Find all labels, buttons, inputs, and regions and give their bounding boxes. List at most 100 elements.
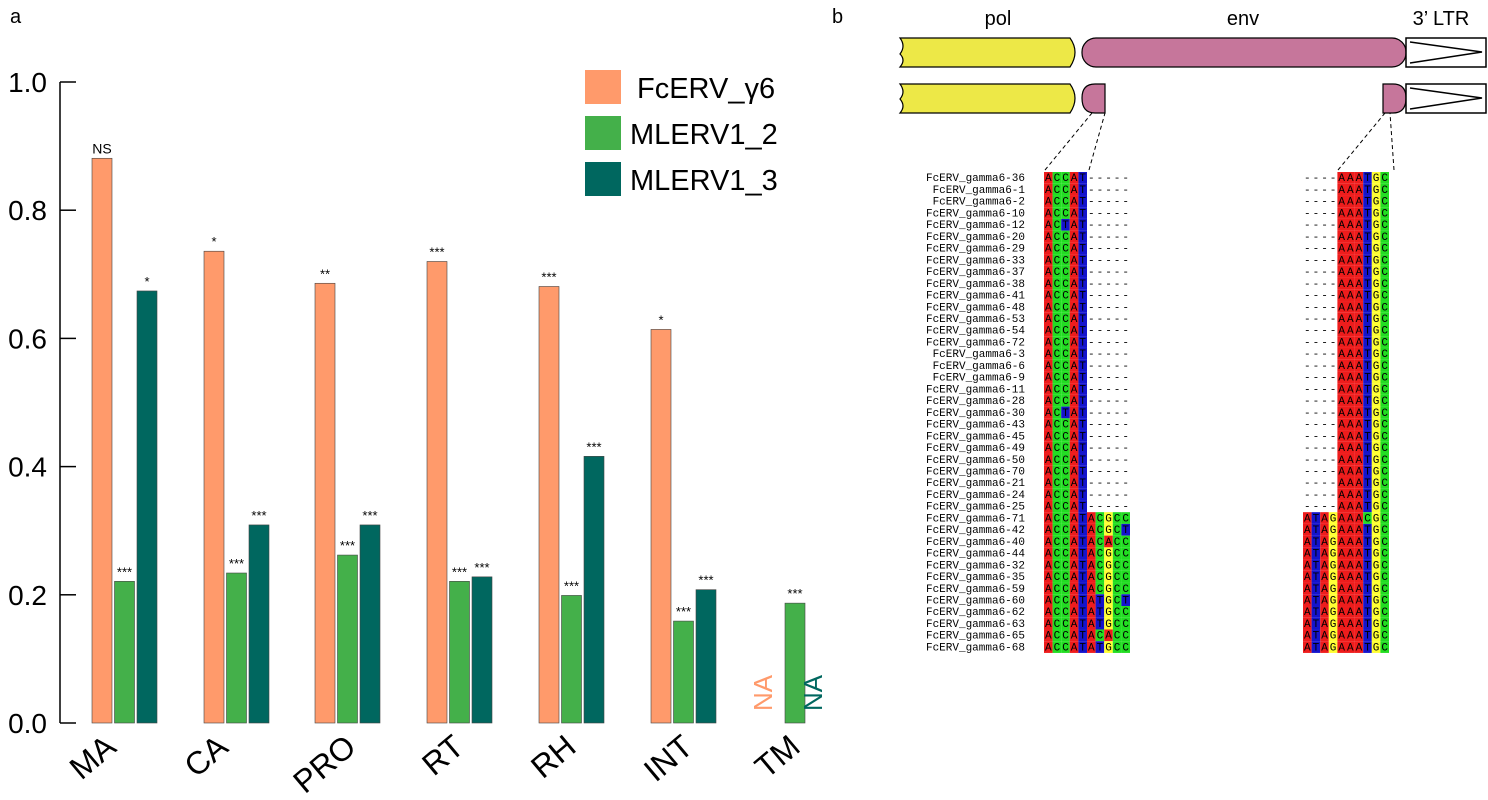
nucleotide-cell	[1337, 430, 1346, 442]
nucleotide-char: -	[1321, 384, 1328, 396]
nucleotide-char: -	[1088, 185, 1095, 197]
nucleotide-char: -	[1097, 185, 1104, 197]
nucleotide-char: T	[1079, 631, 1086, 643]
nucleotide-cell	[1363, 383, 1372, 395]
nucleotide-char: G	[1373, 232, 1380, 244]
nucleotide-char: A	[1347, 361, 1354, 373]
nucleotide-cell	[1346, 617, 1355, 630]
nucleotide-char: C	[1114, 560, 1121, 572]
nucleotide-cell	[1346, 594, 1355, 607]
nucleotide-char: T	[1062, 408, 1069, 420]
nucleotide-char: -	[1304, 361, 1311, 373]
env-label: env	[1227, 8, 1259, 30]
nucleotide-cell	[1328, 523, 1338, 536]
nucleotide-char: -	[1088, 302, 1095, 314]
nucleotide-cell	[1052, 523, 1062, 536]
nucleotide-cell	[1354, 594, 1364, 607]
nucleotide-char: C	[1054, 525, 1061, 537]
nucleotide-cell	[1337, 594, 1346, 607]
nucleotide-char: -	[1122, 431, 1129, 443]
nucleotide-cell	[1061, 394, 1070, 407]
nucleotide-char: A	[1338, 255, 1345, 267]
nucleotide-char: A	[1347, 396, 1354, 408]
nucleotide-char: C	[1062, 572, 1069, 584]
nucleotide-char: -	[1330, 220, 1337, 232]
nucleotide-char: -	[1313, 326, 1320, 338]
significance-label: ***	[564, 578, 579, 593]
nucleotide-char: T	[1079, 619, 1086, 631]
nucleotide-char: A	[1356, 560, 1363, 572]
nucleotide-char: C	[1062, 502, 1069, 514]
nucleotide-char: G	[1373, 396, 1380, 408]
nucleotide-char: A	[1304, 560, 1311, 572]
nucleotide-char: T	[1364, 490, 1371, 502]
nucleotide-char: T	[1079, 232, 1086, 244]
nucleotide-cell	[1052, 535, 1062, 548]
nucleotide-char: A	[1045, 185, 1052, 197]
nucleotide-cell	[1337, 218, 1346, 231]
nucleotide-char: -	[1105, 361, 1112, 373]
nucleotide-char: G	[1373, 267, 1380, 279]
nucleotide-cell	[1328, 582, 1338, 595]
nucleotide-char: T	[1364, 267, 1371, 279]
nucleotide-char: G	[1330, 513, 1337, 525]
x-tick-label: RH	[524, 728, 583, 785]
nucleotide-char: C	[1054, 396, 1061, 408]
nucleotide-char: A	[1045, 560, 1052, 572]
nucleotide-char: T	[1313, 596, 1320, 608]
nucleotide-char: A	[1071, 596, 1078, 608]
nucleotide-cell	[1087, 523, 1096, 536]
nucleotide-cell	[1303, 594, 1312, 607]
nucleotide-cell	[1061, 523, 1070, 536]
nucleotide-char: A	[1356, 572, 1363, 584]
nucleotide-cell	[1044, 336, 1053, 348]
legend-entry: MLERV1_3	[630, 165, 778, 197]
nucleotide-char: -	[1330, 232, 1337, 244]
nucleotide-cell	[1311, 512, 1321, 524]
nucleotide-char: T	[1079, 208, 1086, 220]
nucleotide-char: -	[1114, 197, 1121, 209]
significance-label: ***	[362, 508, 377, 523]
nucleotide-cell	[1354, 265, 1364, 278]
nucleotide-cell	[1371, 242, 1381, 255]
nucleotide-cell	[1061, 606, 1070, 618]
sequence-name: FcERV_gamma6-30	[926, 408, 1025, 420]
nucleotide-char: -	[1304, 466, 1311, 478]
nucleotide-char: A	[1338, 502, 1345, 514]
nucleotide-char: -	[1304, 431, 1311, 443]
nucleotide-char: C	[1054, 208, 1061, 220]
nucleotide-char: -	[1330, 420, 1337, 432]
nucleotide-char: C	[1381, 408, 1388, 420]
nucleotide-char: A	[1356, 232, 1363, 244]
nucleotide-char: C	[1381, 596, 1388, 608]
nucleotide-char: T	[1364, 502, 1371, 514]
nucleotide-char: -	[1105, 490, 1112, 502]
nucleotide-cell	[1363, 547, 1372, 560]
nucleotide-char: A	[1071, 443, 1078, 455]
nucleotide-char: C	[1054, 408, 1061, 420]
nucleotide-char: C	[1062, 607, 1069, 619]
nucleotide-cell	[1337, 383, 1346, 395]
nucleotide-cell	[1303, 582, 1312, 595]
nucleotide-cell	[1337, 242, 1346, 255]
nucleotide-char: A	[1045, 478, 1052, 490]
nucleotide-char: C	[1054, 291, 1061, 303]
bar-ca-2	[248, 524, 270, 724]
nucleotide-char: C	[1062, 443, 1069, 455]
nucleotide-char: C	[1062, 349, 1069, 361]
nucleotide-char: G	[1330, 572, 1337, 584]
nucleotide-cell	[1095, 629, 1105, 642]
nucleotide-char: A	[1045, 607, 1052, 619]
nucleotide-cell	[1303, 535, 1312, 548]
nucleotide-cell	[1052, 465, 1062, 477]
nucleotide-char: -	[1105, 431, 1112, 443]
nucleotide-cell	[1380, 488, 1389, 501]
sequence-name: FcERV_gamma6-9	[933, 373, 1025, 385]
nucleotide-char: A	[1071, 549, 1078, 561]
nucleotide-char: C	[1381, 361, 1388, 373]
nucleotide-char: C	[1062, 173, 1069, 185]
nucleotide-char: A	[1088, 525, 1095, 537]
nucleotide-char: C	[1381, 232, 1388, 244]
nucleotide-char: T	[1079, 584, 1086, 596]
bar-rt-2	[471, 576, 493, 724]
